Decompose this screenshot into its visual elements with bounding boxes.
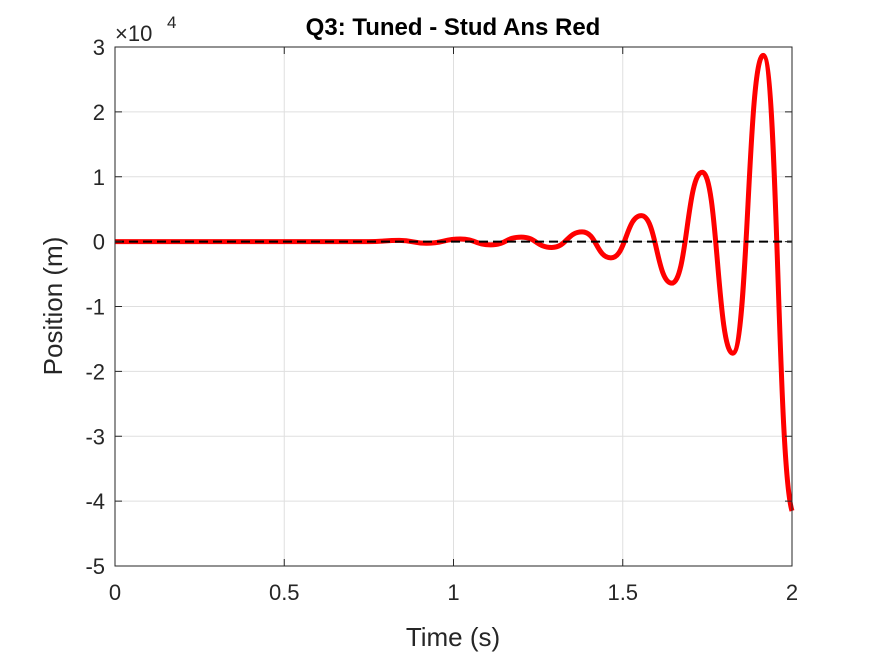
y-tick-label: 0 bbox=[93, 230, 105, 255]
y-tick-label: 3 bbox=[93, 35, 105, 60]
series-line-response bbox=[115, 52, 795, 512]
y-tick-label: -3 bbox=[85, 424, 105, 449]
x-tick-label: 0.5 bbox=[269, 580, 300, 605]
y-tick-label: -2 bbox=[85, 359, 105, 384]
y-tick-label: 1 bbox=[93, 165, 105, 190]
y-exponent-power: 4 bbox=[167, 13, 176, 32]
tick-labels: 0 0.5 1 1.5 2 -5 -4 -3 -2 -1 0 1 2 3 bbox=[85, 35, 798, 605]
x-tick-label: 1 bbox=[447, 580, 459, 605]
y-exponent-multiplier: ×10 bbox=[115, 21, 152, 46]
y-tick-label: -1 bbox=[85, 295, 105, 320]
series-layer bbox=[115, 52, 795, 512]
y-tick-label: 2 bbox=[93, 100, 105, 125]
tick-marks bbox=[114, 46, 793, 567]
chart-title: Q3: Tuned - Stud Ans Red bbox=[306, 14, 601, 41]
y-tick-label: -4 bbox=[85, 489, 105, 514]
x-tick-label: 0 bbox=[109, 580, 121, 605]
y-axis-label: Position (m) bbox=[38, 237, 68, 376]
x-tick-label: 2 bbox=[786, 580, 798, 605]
y-tick-label: -5 bbox=[85, 554, 105, 579]
x-tick-label: 1.5 bbox=[607, 580, 638, 605]
x-axis-label: Time (s) bbox=[406, 622, 500, 652]
